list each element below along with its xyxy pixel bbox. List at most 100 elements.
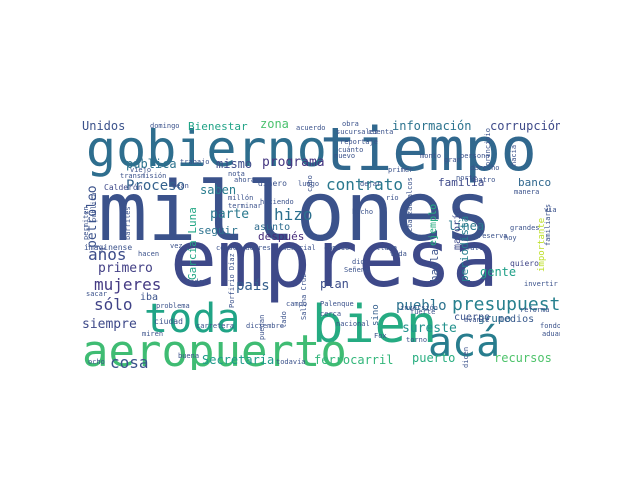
cloud-word: vida <box>390 250 407 258</box>
cloud-word: millón <box>228 194 253 202</box>
cloud-word: memorial <box>282 244 316 252</box>
cloud-word: años <box>88 245 127 264</box>
cloud-word: viejo <box>130 166 151 174</box>
cloud-word: gobierno <box>86 120 327 178</box>
cloud-word: parte <box>210 207 249 222</box>
cloud-word: Unidos <box>82 119 125 133</box>
cloud-word: haciendo <box>260 198 294 206</box>
cloud-word: Porfirio Díaz <box>228 253 236 308</box>
cloud-word: permiten <box>82 206 90 240</box>
cloud-word: bien <box>312 295 437 355</box>
cloud-word: fuerte <box>410 308 435 316</box>
cloud-word: ferrocarril <box>314 353 393 367</box>
cloud-word: dinero <box>258 179 287 188</box>
cloud-word: derecho <box>470 164 500 172</box>
cloud-word: río <box>386 194 399 202</box>
cloud-word: imaginense <box>84 243 132 252</box>
cloud-word: asunto <box>254 222 290 233</box>
cloud-word: hoy <box>504 234 517 242</box>
cloud-word: Salina Cruz <box>300 274 308 320</box>
cloud-word: campo <box>286 300 307 308</box>
cloud-word: puedan <box>258 315 266 340</box>
cloud-word: empresa <box>170 215 499 305</box>
cloud-word: recursos <box>494 351 552 365</box>
cloud-word: programa <box>262 155 325 170</box>
word-cloud: millones empresa tiempo gobierno bien ae… <box>80 110 560 370</box>
cloud-word: línea <box>448 219 484 233</box>
cloud-word: toda <box>144 296 240 342</box>
cloud-word: invertir <box>524 280 558 288</box>
cloud-word: hacen <box>138 250 159 258</box>
cloud-word: cosa <box>110 353 149 370</box>
cloud-word: sucursales <box>336 128 378 136</box>
cloud-word: pueblo <box>396 298 447 314</box>
cloud-word: mayoría <box>451 208 463 250</box>
cloud-word: primero <box>98 261 153 276</box>
cloud-word: información <box>392 119 471 133</box>
cloud-word: periodista <box>458 216 471 282</box>
cloud-word: ejemplo <box>428 204 439 246</box>
cloud-word: Señena <box>344 266 369 274</box>
cloud-word: Coatzacoalcos <box>406 177 414 232</box>
cloud-word: luego <box>298 180 319 188</box>
cloud-word: Calderón <box>104 182 143 192</box>
cloud-word: cuerpo <box>454 312 490 323</box>
cloud-word: medios <box>498 314 534 325</box>
cloud-word: reportaje <box>340 138 378 146</box>
cloud-word: acuerdo <box>296 124 326 132</box>
word-cloud-svg: millones empresa tiempo gobierno bien ae… <box>82 115 560 370</box>
cloud-word: dejar <box>360 180 381 188</box>
cloud-word: aeropuerto <box>82 326 347 370</box>
cloud-word: transmisión <box>120 172 166 180</box>
cloud-word: García Luna <box>186 207 199 280</box>
cloud-word: contrato <box>326 175 403 194</box>
cloud-word: Bienestar <box>188 120 248 133</box>
cloud-word: pública <box>90 192 98 222</box>
cloud-word: hecho <box>352 208 373 216</box>
cloud-word: inversión <box>400 304 438 312</box>
cloud-word: buena <box>178 352 199 360</box>
cloud-word: gente <box>480 265 516 279</box>
cloud-word: falta <box>466 244 487 252</box>
cloud-word: torno <box>406 336 427 344</box>
cloud-word: vía <box>544 206 557 214</box>
cloud-word: hizo <box>274 205 313 224</box>
cloud-word: tiempo <box>320 115 537 185</box>
cloud-word: millones <box>98 165 493 260</box>
cloud-word: monto <box>420 152 441 160</box>
cloud-word: hacia <box>510 145 518 166</box>
cloud-word: cuatro <box>470 176 495 184</box>
cloud-word: iba <box>140 292 158 303</box>
cloud-word: problema <box>156 302 190 310</box>
cloud-word: sino <box>371 304 381 326</box>
cloud-word: ocho <box>88 358 105 366</box>
cloud-word: cerca <box>320 310 341 318</box>
cloud-word: gran <box>444 156 461 164</box>
cloud-word: terminar <box>228 202 262 210</box>
cloud-word: conservadores <box>216 244 271 252</box>
cloud-word: reserva <box>478 232 508 240</box>
cloud-word: nota <box>228 170 245 178</box>
cloud-word: sacar <box>86 290 107 298</box>
cloud-word: dicen <box>462 347 470 368</box>
cloud-word: cambio <box>324 244 349 252</box>
cloud-word: grupo <box>478 312 511 325</box>
cloud-word: sureste <box>402 321 457 336</box>
cloud-word: país <box>236 278 270 294</box>
cloud-word: acá <box>428 320 500 366</box>
cloud-word: llama <box>376 244 397 252</box>
cloud-word: zona <box>260 117 289 131</box>
cloud-word: después <box>258 230 304 243</box>
cloud-word: plan <box>320 277 349 291</box>
cloud-word: avance <box>464 316 489 324</box>
cloud-word: aduanas <box>542 330 560 338</box>
cloud-word: carretera <box>196 322 234 330</box>
cloud-word: ahora <box>234 176 255 184</box>
cloud-word: manera <box>514 188 539 196</box>
cloud-word: trabajo <box>180 158 210 166</box>
cloud-word: reforma <box>520 306 550 314</box>
cloud-word: cuánto <box>338 146 363 154</box>
cloud-word: petróleo <box>85 185 100 248</box>
cloud-word: Poder <box>186 278 207 286</box>
cloud-word: nacional <box>336 320 370 328</box>
